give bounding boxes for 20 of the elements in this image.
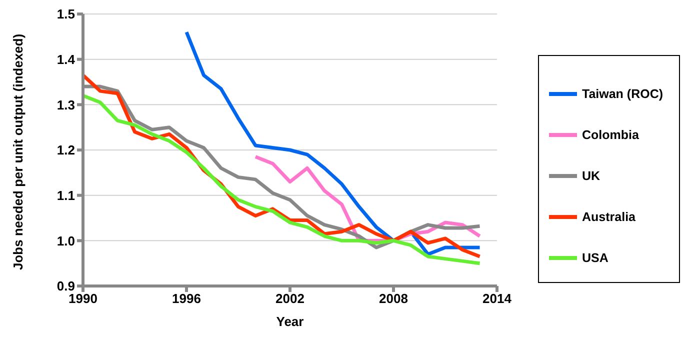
x-tick-label: 1990 (68, 291, 98, 306)
line-series (184, 30, 482, 256)
y-tick-label: 1.5 (56, 6, 75, 22)
y-tick-label: 0.9 (56, 278, 75, 294)
x-tick-label: 2008 (379, 291, 408, 306)
x-tick-label: 2014 (482, 291, 512, 306)
x-tick-label: 2002 (276, 291, 304, 306)
y-tick-label: 1.0 (56, 233, 75, 248)
y-tick-label: 1.2 (56, 142, 75, 158)
legend-label: Colombia (582, 128, 639, 142)
x-axis-title: Year (276, 314, 304, 329)
x-tick-label: 1996 (172, 291, 201, 306)
y-axis-title: Jobs needed per unit output (indexed) (10, 34, 26, 270)
y-tick-label: 1.1 (56, 188, 75, 203)
legend-label: Australia (582, 210, 636, 224)
legend-label: Taiwan (ROC) (582, 87, 664, 101)
legend-label: USA (582, 251, 608, 265)
legend-label: UK (582, 169, 600, 183)
y-tick-label: 1.4 (56, 52, 76, 67)
y-tick-label: 1.3 (56, 97, 75, 112)
